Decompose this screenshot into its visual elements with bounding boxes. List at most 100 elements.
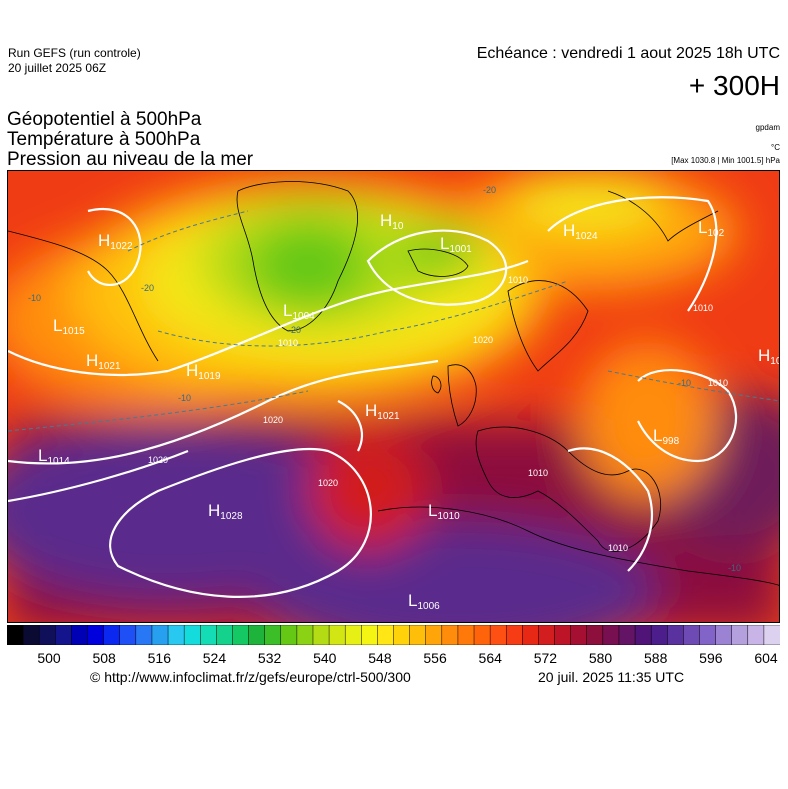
pressure-center-low: L1004	[283, 301, 315, 322]
pressure-center-high: H1021	[365, 401, 400, 422]
temperature-label: -10	[28, 293, 41, 303]
temperature-label: -10	[728, 563, 741, 573]
pressure-center-high: H1028	[208, 501, 243, 522]
colorbar-swatch	[232, 625, 250, 645]
colorbar-swatch	[393, 625, 411, 645]
colorbar-swatch	[683, 625, 701, 645]
colorbar-swatch	[667, 625, 685, 645]
title-pressure: Pression au niveau de la mer	[7, 149, 254, 170]
unit-temperature: °C	[771, 143, 780, 152]
colorbar-swatch	[747, 625, 765, 645]
colorbar-swatch	[55, 625, 73, 645]
colorbar-swatch	[377, 625, 395, 645]
colorbar-tick-label: 588	[644, 650, 668, 666]
colorbar-swatch	[38, 625, 57, 645]
colorbar-swatch	[650, 625, 669, 645]
isobar-label: 1010	[608, 543, 628, 553]
colorbar-tick-label: 580	[588, 650, 613, 666]
isobar-label: 1020	[318, 478, 338, 488]
colorbar-swatch	[570, 625, 588, 645]
colorbar-swatch	[634, 625, 652, 645]
colorbar-swatch	[135, 625, 153, 645]
run-name: Run GEFS (run controle)	[8, 46, 141, 60]
colorbar-swatch	[344, 625, 363, 645]
pressure-center-low: L1015	[53, 316, 85, 337]
colorbar-swatch	[167, 625, 185, 645]
isobar-label: 1010	[528, 468, 548, 478]
colorbar-swatch	[618, 625, 636, 645]
colorbar-swatch	[22, 625, 40, 645]
unit-geopotential: gpdam	[755, 123, 780, 132]
title-geopotential: Géopotentiel à 500hPa	[7, 109, 202, 130]
source-url[interactable]: © http://www.infoclimat.fr/z/gefs/europe…	[90, 669, 411, 685]
colorbar-swatch	[441, 625, 459, 645]
colorbar-swatch	[409, 625, 427, 645]
pressure-centers: H1022 H10 L1001 H1024 L102 L1015 L1004 H1021 H10…	[38, 211, 779, 612]
isobar-label: 1020	[263, 415, 283, 425]
temperature-label: -10	[678, 378, 691, 388]
geopotential-field	[8, 171, 779, 622]
pressure-center-low: L998	[653, 426, 680, 447]
colorbar-swatch	[216, 625, 234, 645]
lead-time: + 300H	[688, 70, 780, 101]
colorbar-swatch	[505, 625, 524, 645]
colorbar-swatch	[554, 625, 572, 645]
weather-map: H1022 H10 L1001 H1024 L102 L1015 L1004 H1021 H10…	[7, 170, 780, 623]
pressure-center-high: H1021	[86, 351, 121, 372]
colorbar-tick-label: 524	[202, 650, 227, 666]
colorbar-swatch	[489, 625, 507, 645]
echeance-label: Echéance : vendredi 1 aout 2025 18h UTC	[476, 45, 780, 62]
colorbar-swatch	[538, 625, 556, 645]
pressure-center-high: H1022	[98, 231, 133, 252]
colorbar-swatch	[7, 625, 24, 645]
temperature-label: -20	[288, 325, 301, 335]
isobar-labels: 1020 1020 1020 1010 1010 1010 1020 1010 1010 1010	[148, 275, 728, 553]
colorbar-tick-label: 556	[423, 650, 447, 666]
colorbar-swatch	[586, 625, 604, 645]
temperature-labels: -20 -20 -20 -10 -10 -10 -10	[28, 185, 741, 573]
colorbar-tick-label: 516	[147, 650, 171, 666]
colorbar-swatch	[248, 625, 266, 645]
colorbar-swatch	[715, 625, 733, 645]
temperature-label: -10	[178, 393, 191, 403]
colorbar-swatch	[119, 625, 137, 645]
pressure-center-high: H1024	[563, 221, 598, 242]
colorbar-swatch	[71, 625, 89, 645]
coastlines	[8, 181, 779, 586]
pressure-center-high: H1019	[186, 361, 221, 382]
pressure-center-low: L102	[698, 218, 725, 239]
isobar-label: 1020	[148, 455, 168, 465]
colorbar	[7, 625, 780, 645]
temperature-label: -20	[141, 283, 154, 293]
colorbar-tick-label: 508	[92, 650, 116, 666]
colorbar-tick-label: 540	[313, 650, 337, 666]
pressure-center-low: L1001	[440, 234, 472, 255]
title-temperature: Température à 500hPa	[7, 129, 201, 150]
colorbar-swatch	[296, 625, 314, 645]
temperature-label: -20	[483, 185, 496, 195]
run-date: 20 juillet 2025 06Z	[8, 61, 107, 75]
colorbar-swatch	[602, 625, 620, 645]
pressure-center-low: L1014	[38, 446, 70, 467]
temperature-contours	[8, 210, 779, 432]
pressure-center-low: L1006	[408, 591, 440, 612]
pressure-range: [Max 1030.8 | Min 1001.5] hPa	[671, 156, 780, 165]
colorbar-tick-label: 548	[368, 650, 392, 666]
colorbar-swatch	[87, 625, 105, 645]
colorbar-swatch	[264, 625, 282, 645]
pressure-center-high: H10	[380, 211, 404, 232]
colorbar-swatch	[522, 625, 540, 645]
colorbar-swatch	[763, 625, 780, 645]
isobar-label: 1010	[693, 303, 713, 313]
isobar-label: 1010	[508, 275, 528, 285]
colorbar-swatch	[361, 625, 379, 645]
colorbar-swatch	[473, 625, 491, 645]
isobar-label: 1010	[708, 378, 728, 388]
colorbar-swatch	[425, 625, 443, 645]
colorbar-swatch	[200, 625, 218, 645]
colorbar-tick-label: 564	[478, 650, 502, 666]
isobar-label: 1010	[278, 338, 298, 348]
colorbar-swatch	[183, 625, 201, 645]
colorbar-swatch	[731, 625, 749, 645]
colorbar-tick-label: 596	[699, 650, 723, 666]
